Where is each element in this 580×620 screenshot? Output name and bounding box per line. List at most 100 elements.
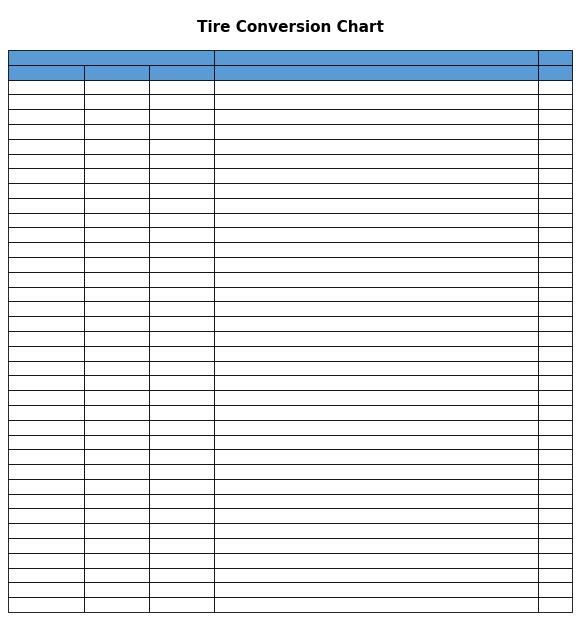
Text: 4: 4 [552,245,558,254]
Text: 2: 2 [552,393,558,402]
Text: 160-605: 160-605 [99,127,135,136]
Text: 160-313: 160-313 [28,127,64,136]
Text: 11-400-4 K500 SIPED TREAD: 11-400-4 K500 SIPED TREAD [334,541,458,550]
Text: 2: 2 [552,201,558,210]
Text: 2: 2 [552,438,558,446]
Text: 160-283: 160-283 [28,97,64,106]
Text: 280-250-4 SAW TOOTH 4 PLY: 280-250-4 SAW TOOTH 4 PLY [334,82,459,92]
Text: 480-400-8 AG 2 PLY: 480-400-8 AG 2 PLY [334,378,419,388]
Text: 160-119: 160-119 [28,408,64,417]
Text: 410-350-6 STUD 2 PLY: 410-350-6 STUD 2 PLY [334,304,430,313]
Text: 2: 2 [552,127,558,136]
Text: 410-350-6 STUD 2 PLY: 410-350-6 STUD 2 PLY [334,319,430,328]
Text: 160-250: 160-250 [28,556,64,565]
Text: 160-308: 160-308 [99,319,135,328]
Text: Description: Description [334,68,395,77]
Text: 410-6 K478 2 PLY: 410-6 K478 2 PLY [334,348,409,358]
Text: 2: 2 [552,112,558,121]
Text: 4: 4 [552,171,558,180]
Text: 2: 2 [552,97,558,106]
Text: 165-076: 165-076 [164,378,200,388]
Text: 410-6 SNOW HOG 2 PLY: 410-6 SNOW HOG 2 PLY [334,363,437,373]
Text: 410-350-4 SAW TOOTH 2 PLY: 410-350-4 SAW TOOTH 2 PLY [334,127,459,136]
Text: 160-639: 160-639 [99,570,135,580]
Text: 2: 2 [552,290,558,298]
Text: 410-4 TURF SAVER 2 PLY: 410-4 TURF SAVER 2 PLY [334,334,440,343]
Text: 4: 4 [552,82,558,92]
Text: 160-127: 160-127 [28,423,64,432]
Text: 480-400-8 STUD 2 PLY: 480-400-8 STUD 2 PLY [334,452,430,461]
Text: 4: 4 [552,585,558,595]
Text: 165-344: 165-344 [164,585,200,595]
Text: 165-163: 165-163 [164,201,200,210]
Text: 11-400-5 RIB 4 PLY: 11-400-5 RIB 4 PLY [334,585,415,595]
Text: 11-400-5 SLICK 4 PLY: 11-400-5 SLICK 4 PLY [334,600,425,609]
Text: 2: 2 [552,378,558,388]
Text: 160-063: 160-063 [28,319,64,328]
Text: 2: 2 [552,556,558,565]
Text: 160-401: 160-401 [99,541,135,550]
Text: 2: 2 [552,141,558,151]
Text: 160-683: 160-683 [99,393,135,402]
Text: 480-400-8 SAW TOOTH 4 PLY: 480-400-8 SAW TOOTH 4 PLY [334,423,459,432]
Text: 160-279: 160-279 [28,231,64,239]
Text: 410-350-5 SAW TOOTH 2 PLY: 410-350-5 SAW TOOTH 2 PLY [334,231,459,239]
Text: 9-350-4 SMOOTH 4 PLY: 9-350-4 SMOOTH 4 PLY [334,512,433,520]
Text: 2: 2 [552,467,558,476]
Text: 410-350-5 STUD 2 PLY: 410-350-5 STUD 2 PLY [334,260,430,269]
Text: 410-350-5 SMOOTH 4 PLY: 410-350-5 SMOOTH 4 PLY [334,245,445,254]
Text: 165-021: 165-021 [164,127,200,136]
Text: 480-400-8 K478 2 PLY: 480-400-8 K478 2 PLY [334,393,429,402]
Text: 410-350-4 POLAR TRAC 2 PLY: 410-350-4 POLAR TRAC 2 PLY [334,112,461,121]
Text: 2: 2 [552,570,558,580]
Text: 165-316: 165-316 [164,482,200,491]
Text: 2: 2 [552,363,558,373]
Text: 410-350-4 SAW TOOTH 4 PLY: 410-350-4 SAW TOOTH 4 PLY [334,156,459,166]
Text: 165-015: 165-015 [164,334,200,343]
Text: 160-055: 160-055 [28,438,64,446]
Text: 165-620: 165-620 [164,512,200,520]
Text: 410-350-5 STUD 2 PLY: 410-350-5 STUD 2 PLY [334,275,430,284]
Text: 4: 4 [552,541,558,550]
Text: 2: 2 [552,334,558,343]
Text: 160-010: 160-010 [28,171,64,180]
Text: CARLISLE: CARLISLE [156,68,206,77]
Text: 160-633: 160-633 [99,112,135,121]
Text: 160-309: 160-309 [28,141,64,151]
Text: 410-350-4 SAW TOOTH 2 PLY: 410-350-4 SAW TOOTH 2 PLY [334,141,459,151]
Text: 160-014: 160-014 [28,216,64,224]
Text: 160-681: 160-681 [99,348,135,358]
Text: 2: 2 [552,231,558,239]
Text: 2: 2 [552,319,558,328]
Text: 480-400-8 TRAILER 2 PLY: 480-400-8 TRAILER 2 PLY [334,467,442,476]
Text: 160-036: 160-036 [28,245,64,254]
Text: 8-300-4 SMOOTH 4 PLY: 8-300-4 SMOOTH 4 PLY [334,497,434,505]
Text: 160-044: 160-044 [28,304,64,313]
Text: 2: 2 [552,260,558,269]
Text: Tire Conversion Chart: Tire Conversion Chart [197,20,383,35]
Text: 160-663: 160-663 [99,512,135,520]
Text: 160-028: 160-028 [28,275,64,284]
Text: 160-300: 160-300 [99,201,135,210]
Text: CST: CST [36,68,56,77]
Text: 400-6 RIB 2 PLY: 400-6 RIB 2 PLY [334,97,401,106]
Text: 160-101: 160-101 [28,452,64,461]
Text: 410-350-6 POLAR TRAC 2 PLY: 410-350-6 POLAR TRAC 2 PLY [334,290,461,298]
Text: 4: 4 [552,600,558,609]
Text: 165-191: 165-191 [164,363,200,373]
Text: 2: 2 [552,452,558,461]
Text: 410-350-4 STUD 2 PLY: 410-350-4 STUD 2 PLY [334,201,430,210]
Text: 160-002: 160-002 [28,186,64,195]
Text: 2: 2 [552,216,558,224]
Text: Stens Part Numbers for:: Stens Part Numbers for: [128,53,258,62]
Text: 410-350-4 STUD 2 PLY: 410-350-4 STUD 2 PLY [334,186,430,195]
Text: 160-147: 160-147 [28,497,64,505]
Text: 160-635: 160-635 [99,290,135,298]
Text: 480-400-8 RIB 2 PLY: 480-400-8 RIB 2 PLY [334,408,421,417]
Text: 160-661: 160-661 [99,600,135,609]
Text: 4: 4 [552,156,558,166]
Text: 2: 2 [552,526,558,535]
Text: 11-400-4 TURF SAVER 2 PLY: 11-400-4 TURF SAVER 2 PLY [334,556,455,565]
Text: 4: 4 [552,497,558,505]
Text: 160-307: 160-307 [28,156,64,166]
